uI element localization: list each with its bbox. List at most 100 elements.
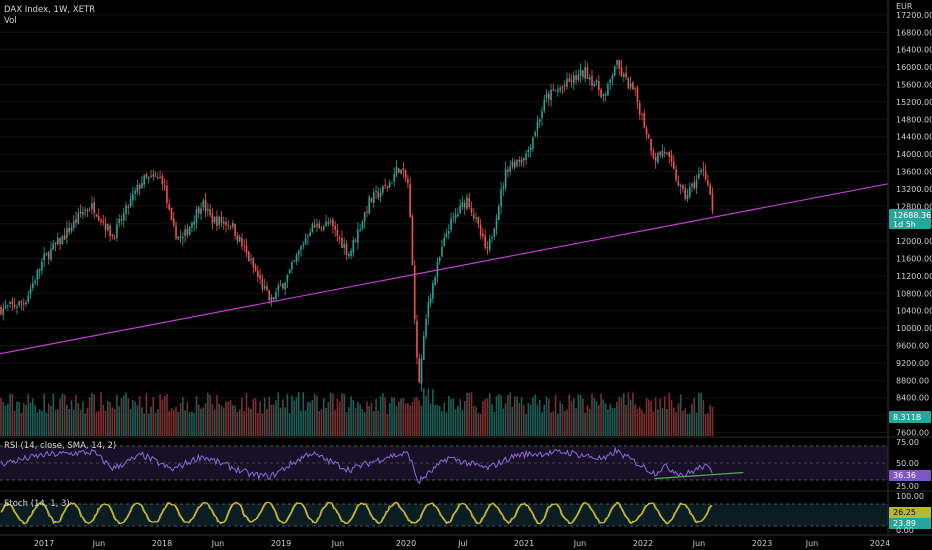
volume-bar: [711, 406, 714, 436]
candle-body: [209, 209, 211, 215]
price-tick-label: 10400.00: [896, 307, 932, 316]
candle-body: [641, 113, 643, 115]
candle-body: [618, 60, 621, 69]
volume-bar: [397, 401, 400, 436]
price-tick-label: 12800.00: [896, 202, 932, 211]
volume-bar: [632, 392, 634, 436]
candle-body: [257, 270, 259, 277]
volume-bar: [370, 402, 373, 436]
candle-body: [693, 182, 696, 189]
candle-body: [611, 75, 614, 80]
time-tick-label: Jun: [692, 539, 706, 548]
volume-bar: [159, 394, 161, 436]
volume-bar: [357, 401, 359, 436]
volume-bar: [682, 410, 684, 436]
volume-bar: [452, 398, 455, 436]
volume-bar: [400, 398, 402, 436]
volume-bar: [77, 403, 80, 436]
price-tick-label: 9200.00: [896, 359, 929, 368]
volume-bar: [593, 397, 596, 436]
candle-body: [95, 214, 98, 217]
volume-bar: [20, 412, 23, 436]
volume-bar: [307, 402, 309, 436]
candle-body: [336, 229, 339, 236]
candle-body: [252, 258, 255, 268]
candle-body: [236, 235, 239, 241]
candle-body: [627, 77, 630, 89]
candle-body: [607, 84, 609, 96]
candle-body: [545, 93, 548, 98]
volume-bar: [345, 412, 348, 436]
volume-bar: [343, 393, 346, 436]
volume-bar: [9, 393, 11, 436]
volume-bar: [661, 407, 664, 436]
volume-bar: [261, 413, 264, 436]
candle-body: [534, 132, 536, 136]
volume-bar: [591, 393, 593, 436]
candle-body: [245, 245, 248, 253]
volume-bar: [295, 397, 298, 436]
candle-body: [61, 235, 64, 245]
candle-body: [504, 168, 507, 188]
candle-body: [452, 216, 455, 218]
volume-bar: [693, 398, 696, 436]
candle-body: [193, 221, 196, 225]
candle-body: [207, 208, 209, 211]
candle-body: [247, 251, 250, 262]
candle-body: [450, 218, 452, 230]
volume-bar: [227, 401, 230, 436]
volume-bar: [568, 394, 571, 436]
volume-bar: [438, 406, 441, 436]
volume-bar: [182, 397, 184, 436]
candle-body: [18, 301, 20, 306]
volume-bar: [197, 404, 200, 436]
candle-body: [227, 224, 230, 226]
volume-bar: [652, 411, 655, 436]
candle-body: [427, 302, 430, 318]
candle-body: [498, 206, 500, 220]
candle-body: [113, 237, 116, 239]
volume-bar: [304, 410, 307, 436]
candle-body: [59, 237, 61, 245]
volume-bar: [636, 409, 639, 436]
price-tick-label: 14000.00: [896, 150, 932, 159]
candle-body: [663, 151, 666, 153]
candle-body: [327, 221, 330, 224]
candle-body: [238, 236, 241, 242]
volume-bar: [216, 395, 218, 436]
candle-body: [668, 151, 671, 157]
volume-bar: [59, 398, 61, 436]
time-tick-label: Jun: [573, 539, 587, 548]
volume-bar: [513, 396, 516, 436]
candle-body: [682, 185, 684, 189]
candle-body: [286, 274, 289, 282]
candle-body: [550, 89, 552, 101]
price-tick-label: 7600.00: [896, 429, 929, 438]
candle-body: [559, 87, 561, 91]
volume-bar: [275, 400, 277, 436]
volume-bar: [484, 398, 486, 436]
volume-bar: [402, 397, 405, 436]
volume-bar: [191, 411, 193, 436]
rsi-label: RSI (14, close, SMA, 14, 2): [4, 441, 116, 451]
volume-bar: [684, 408, 686, 436]
candle-body: [370, 197, 373, 202]
volume-bar: [91, 392, 93, 436]
volume-bar: [495, 395, 498, 436]
candle-body: [52, 243, 55, 250]
candle-body: [391, 182, 393, 184]
volume-bar: [486, 398, 489, 436]
candle-body: [366, 211, 368, 213]
candle-body: [200, 208, 202, 215]
volume-bar: [609, 403, 611, 436]
candle-body: [432, 283, 434, 299]
candle-body: [302, 244, 305, 246]
volume-bar: [22, 402, 25, 436]
volume-bar: [38, 409, 41, 436]
volume-bar: [543, 404, 546, 436]
candle-body: [600, 89, 602, 98]
rsi-level-50: 50.00: [896, 459, 919, 468]
candle-body: [66, 228, 68, 238]
volume-bar: [234, 405, 236, 436]
candle-body: [129, 199, 132, 207]
